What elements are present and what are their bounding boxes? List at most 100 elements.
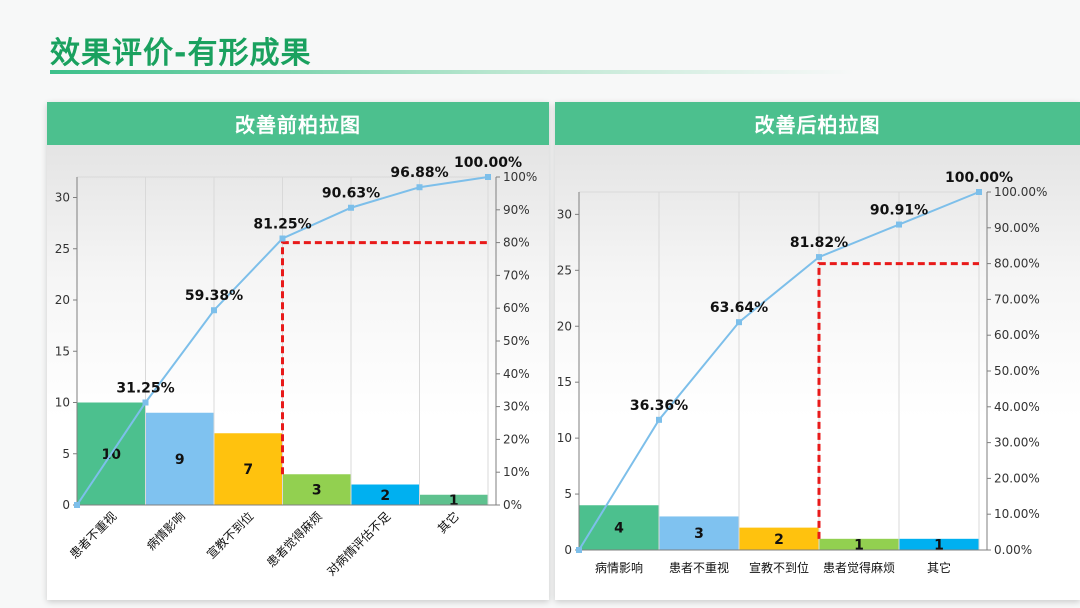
bar-value-label: 7 (243, 462, 253, 478)
y-tick-label: 20 (557, 319, 572, 333)
cumulative-percent-label: 81.25% (253, 217, 311, 233)
cumulative-point (576, 547, 582, 553)
bar-value-label: 3 (312, 483, 322, 499)
cumulative-point (279, 235, 286, 242)
cumulative-point (896, 221, 902, 228)
bar-4 (819, 538, 899, 550)
cumulative-percent-label: 31.25% (116, 381, 174, 397)
cumulative-point (211, 307, 217, 314)
cumulative-point (656, 416, 662, 423)
y2-tick-label: 90.00% (994, 221, 1040, 235)
bar-4 (283, 474, 351, 505)
y2-tick-label: 90% (503, 203, 530, 217)
y-tick-label: 25 (55, 242, 70, 256)
bar-5 (899, 538, 979, 550)
cumulative-percent-label: 100.00% (945, 170, 1013, 186)
cumulative-percent-label: 100.00% (454, 155, 522, 171)
cumulative-percent-label: 36.36% (630, 398, 688, 414)
y-tick-label: 10 (557, 431, 572, 445)
x-category-label: 患者不重视 (66, 509, 119, 562)
cumulative-point (74, 502, 80, 508)
y2-tick-label: 0.00% (994, 543, 1032, 557)
bar-6 (420, 494, 488, 505)
y2-tick-label: 100% (503, 170, 537, 184)
y2-tick-label: 10.00% (994, 507, 1040, 521)
bar-value-label: 4 (614, 521, 624, 537)
y-tick-label: 5 (62, 447, 70, 461)
y-tick-label: 20 (55, 293, 70, 307)
y-tick-label: 10 (55, 396, 70, 410)
x-category-label: 患者觉得麻烦 (823, 560, 895, 575)
y2-tick-label: 20.00% (994, 471, 1040, 485)
bar-value-label: 2 (774, 532, 784, 548)
x-category-label: 患者不重视 (669, 560, 729, 575)
bar-2 (146, 412, 214, 505)
cumulative-point (816, 254, 822, 261)
y2-tick-label: 60% (503, 301, 530, 315)
y-tick-label: 15 (55, 344, 70, 358)
y2-tick-label: 70% (503, 268, 530, 282)
pareto-chart-before: 10 973 2 10510152025300%10%20%30%40%50%60%7… (55, 155, 538, 579)
cumulative-percent-label: 81.82% (790, 235, 848, 251)
y2-tick-label: 60.00% (994, 328, 1040, 342)
chart-panel-after: 改善后柏拉图 4 3 2 1 1 0 5 10 15 20 25 30 0.00% 10.00% 20.00… (555, 102, 1080, 600)
chart-body-after: 4 3 2 1 1 0 5 10 15 20 25 30 0.00% 10.00% 20.00% 30.00%… (555, 145, 1080, 600)
bar-value-label: 9 (175, 452, 185, 468)
x-category-label: 宣教不到位 (749, 560, 809, 575)
y-tick-label: 30 (557, 207, 572, 221)
bar-2 (659, 516, 739, 550)
cumulative-percent-label: 90.91% (870, 203, 928, 219)
cumulative-point (416, 184, 423, 191)
y-tick-label: 30 (55, 191, 70, 205)
cumulative-percent-label: 96.88% (390, 165, 448, 181)
chart-title-after: 改善后柏拉图 (555, 102, 1080, 145)
cumulative-percent-label: 90.63% (322, 186, 380, 202)
y2-tick-label: 80% (503, 236, 530, 250)
cumulative-point (736, 319, 742, 326)
y-tick-label: 5 (564, 487, 572, 501)
x-category-label: 其它 (927, 560, 951, 575)
cumulative-point (348, 204, 354, 211)
chart-body-before: 10 9 7 3 2 1 0 5 10 15 20 25 30 0% 10% 20% 30% 40% 50% 60% 7… (47, 145, 549, 600)
y2-tick-label: 40.00% (994, 400, 1040, 414)
bar-3 (214, 433, 282, 505)
cutoff-line-80-percent (817, 262, 979, 539)
chart-title-before: 改善前柏拉图 (47, 102, 549, 145)
title-underline (50, 70, 855, 74)
page-title: 效果评价-有形成果 (50, 36, 312, 71)
y2-tick-label: 20% (503, 432, 530, 446)
bar-value-label: 2 (380, 488, 390, 504)
y2-tick-label: 50% (503, 334, 530, 348)
y2-tick-label: 100.00% (994, 185, 1047, 199)
x-category-label: 对病情评估不足 (323, 509, 393, 579)
y2-tick-label: 10% (503, 465, 530, 479)
y-tick-label: 25 (557, 263, 572, 277)
y-tick-label: 0 (62, 498, 70, 512)
bar-value-label: 1 (449, 493, 459, 509)
y2-tick-label: 50.00% (994, 364, 1040, 378)
y2-tick-label: 30.00% (994, 436, 1040, 450)
y-tick-label: 15 (557, 375, 572, 389)
cumulative-percent-label: 59.38% (185, 288, 243, 304)
cumulative-point (142, 399, 149, 406)
pareto-chart-after: 4 3 2 1 10510152025300.00%10.00%20.00%30.00%… (557, 170, 1048, 575)
y2-tick-label: 30% (503, 400, 530, 414)
y2-tick-label: 80.00% (994, 257, 1040, 271)
bar-value-label: 1 (934, 537, 944, 553)
y2-tick-label: 40% (503, 367, 530, 381)
x-category-label: 宣教不到位 (203, 509, 256, 562)
y2-tick-label: 70.00% (994, 292, 1040, 306)
y2-tick-label: 0% (503, 498, 522, 512)
chart-panel-before: 改善前柏拉图 10 9 7 3 2 1 0 5 10 15 20 25 30 0% 10% 20% 30% 40%… (47, 102, 549, 600)
x-category-label: 病情影响 (143, 509, 188, 554)
cumulative-percent-label: 63.64% (710, 300, 768, 316)
y-tick-label: 0 (564, 543, 572, 557)
bar-value-label: 3 (694, 526, 704, 542)
x-category-label: 其它 (434, 509, 462, 537)
cumulative-point (485, 174, 491, 180)
bar-5 (351, 484, 419, 505)
bar-3 (739, 527, 819, 550)
x-category-label: 病情影响 (595, 560, 643, 575)
x-category-label: 患者觉得麻烦 (263, 509, 325, 571)
cutoff-line-80-percent (281, 241, 488, 475)
